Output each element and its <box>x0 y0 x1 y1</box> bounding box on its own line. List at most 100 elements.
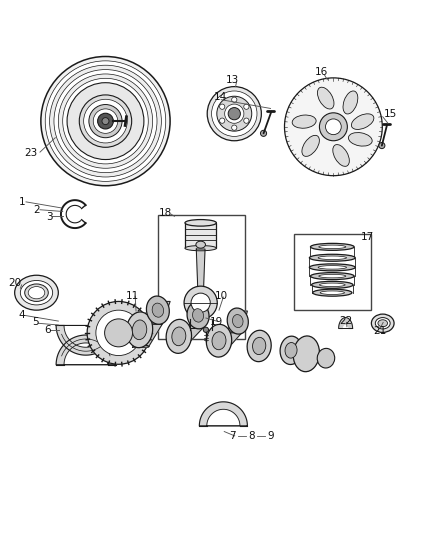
Ellipse shape <box>313 289 352 296</box>
Circle shape <box>102 118 109 125</box>
Ellipse shape <box>152 303 164 317</box>
Circle shape <box>219 118 225 123</box>
Ellipse shape <box>132 320 147 340</box>
Circle shape <box>319 113 347 141</box>
Ellipse shape <box>319 245 346 248</box>
Ellipse shape <box>309 254 355 261</box>
Ellipse shape <box>280 336 302 365</box>
Circle shape <box>379 142 385 149</box>
Polygon shape <box>133 324 162 348</box>
Circle shape <box>232 125 237 130</box>
Circle shape <box>228 108 240 120</box>
Ellipse shape <box>293 336 319 372</box>
Ellipse shape <box>185 220 216 226</box>
Text: 2: 2 <box>33 205 40 215</box>
Circle shape <box>87 302 150 364</box>
Circle shape <box>45 61 166 181</box>
Polygon shape <box>228 311 247 332</box>
Circle shape <box>54 70 157 173</box>
Ellipse shape <box>311 281 353 288</box>
Ellipse shape <box>166 319 191 353</box>
Text: 20: 20 <box>9 278 21 288</box>
Circle shape <box>217 96 252 131</box>
Text: 13: 13 <box>226 75 239 85</box>
Ellipse shape <box>351 114 374 130</box>
Bar <box>185 223 216 248</box>
Text: 6: 6 <box>44 325 51 335</box>
Text: 22: 22 <box>339 316 353 326</box>
Circle shape <box>232 97 237 102</box>
Polygon shape <box>56 326 116 355</box>
Circle shape <box>67 83 144 159</box>
Ellipse shape <box>25 284 48 302</box>
Circle shape <box>79 95 132 147</box>
Ellipse shape <box>311 244 354 251</box>
Polygon shape <box>196 249 205 290</box>
Ellipse shape <box>371 314 394 333</box>
Circle shape <box>93 109 118 133</box>
Circle shape <box>49 65 161 177</box>
Polygon shape <box>188 306 208 328</box>
Polygon shape <box>170 328 202 344</box>
Ellipse shape <box>14 275 58 310</box>
Text: 17: 17 <box>361 232 374 242</box>
Ellipse shape <box>146 296 170 324</box>
Ellipse shape <box>318 265 346 269</box>
Text: 15: 15 <box>384 109 397 119</box>
Ellipse shape <box>227 308 248 334</box>
Circle shape <box>212 91 257 136</box>
Text: 23: 23 <box>25 148 38 158</box>
Ellipse shape <box>319 283 345 287</box>
Ellipse shape <box>196 241 205 248</box>
Circle shape <box>225 104 244 123</box>
Circle shape <box>89 104 122 138</box>
Polygon shape <box>210 333 242 349</box>
Text: 11: 11 <box>126 291 139 301</box>
Ellipse shape <box>378 320 388 327</box>
Polygon shape <box>199 402 247 426</box>
Ellipse shape <box>320 291 344 294</box>
Circle shape <box>325 119 341 135</box>
Ellipse shape <box>343 91 358 114</box>
Ellipse shape <box>375 318 390 329</box>
Text: 9: 9 <box>267 431 274 441</box>
Ellipse shape <box>348 133 372 146</box>
Circle shape <box>96 310 141 356</box>
Bar <box>294 234 371 310</box>
Text: 5: 5 <box>32 317 39 327</box>
Circle shape <box>244 104 249 109</box>
Polygon shape <box>56 335 116 365</box>
Ellipse shape <box>127 312 153 348</box>
Circle shape <box>191 293 210 312</box>
Ellipse shape <box>233 314 243 328</box>
Ellipse shape <box>28 287 45 299</box>
Text: 19: 19 <box>210 317 223 327</box>
Ellipse shape <box>187 302 209 329</box>
Text: 3: 3 <box>46 212 53 222</box>
Text: 8: 8 <box>248 431 254 441</box>
Text: 14: 14 <box>214 92 227 102</box>
Text: 18: 18 <box>159 208 172 218</box>
Circle shape <box>219 104 225 109</box>
Ellipse shape <box>309 264 355 271</box>
Text: 16: 16 <box>315 67 328 77</box>
Circle shape <box>184 286 217 319</box>
Circle shape <box>63 78 148 164</box>
Circle shape <box>58 74 152 168</box>
Ellipse shape <box>253 337 266 354</box>
Bar <box>158 215 245 338</box>
Polygon shape <box>148 302 170 324</box>
Text: 10: 10 <box>215 291 228 301</box>
Ellipse shape <box>212 332 226 350</box>
Circle shape <box>244 118 249 123</box>
Ellipse shape <box>319 274 346 278</box>
Text: 7: 7 <box>230 431 236 441</box>
Ellipse shape <box>247 330 271 362</box>
Ellipse shape <box>172 327 186 346</box>
Circle shape <box>41 56 170 185</box>
Ellipse shape <box>317 349 335 368</box>
Ellipse shape <box>292 115 316 128</box>
Circle shape <box>98 113 113 129</box>
Circle shape <box>203 327 208 333</box>
Ellipse shape <box>20 280 53 305</box>
